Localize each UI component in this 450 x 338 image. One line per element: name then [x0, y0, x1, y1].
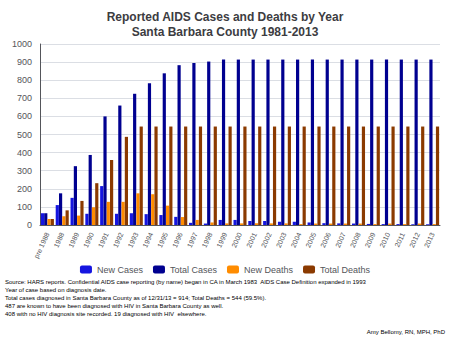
- svg-text:2009: 2009: [364, 231, 377, 248]
- svg-text:1992: 1992: [112, 231, 125, 248]
- svg-text:New Deaths: New Deaths: [244, 265, 294, 275]
- svg-text:400: 400: [17, 148, 32, 158]
- svg-text:2012: 2012: [408, 231, 421, 248]
- svg-text:Year of case based on diagnosi: Year of case based on diagnosis date.: [5, 287, 107, 293]
- svg-text:2004: 2004: [290, 231, 303, 248]
- svg-text:1998: 1998: [201, 231, 214, 248]
- svg-text:2013: 2013: [423, 231, 436, 248]
- svg-text:Total Deaths: Total Deaths: [320, 265, 371, 275]
- svg-text:600: 600: [17, 111, 32, 121]
- svg-text:Total Cases: Total Cases: [170, 265, 218, 275]
- svg-text:1990: 1990: [82, 231, 95, 248]
- svg-text:1999: 1999: [215, 231, 228, 248]
- svg-text:2010: 2010: [378, 231, 391, 248]
- svg-text:500: 500: [17, 130, 32, 140]
- svg-text:700: 700: [17, 93, 32, 103]
- svg-text:1994: 1994: [141, 231, 154, 248]
- svg-text:487 are known to have been dia: 487 are known to have been diagnosed wit…: [5, 303, 223, 309]
- svg-text:Santa Barbara County 1981-2013: Santa Barbara County 1981-2013: [132, 25, 319, 39]
- svg-text:Reported AIDS Cases and Deaths: Reported AIDS Cases and Deaths by Year: [107, 10, 344, 24]
- svg-text:0: 0: [27, 220, 32, 230]
- svg-text:pre 1988: pre 1988: [33, 231, 52, 259]
- svg-text:2005: 2005: [304, 231, 317, 248]
- svg-text:800: 800: [17, 75, 32, 85]
- svg-text:2011: 2011: [393, 231, 406, 248]
- svg-text:1995: 1995: [156, 231, 169, 248]
- svg-text:2001: 2001: [245, 231, 258, 248]
- svg-text:1988: 1988: [52, 231, 65, 248]
- svg-text:2008: 2008: [349, 231, 362, 248]
- svg-text:Source: HARS reports. Confiden: Source: HARS reports. Confidential AIDS …: [5, 279, 367, 285]
- svg-text:2003: 2003: [275, 231, 288, 248]
- svg-text:2000: 2000: [230, 231, 243, 248]
- svg-text:Total cases diagnosed in Santa: Total cases diagnosed in Santa Barbara C…: [5, 295, 266, 301]
- svg-text:300: 300: [17, 166, 32, 176]
- svg-text:2007: 2007: [334, 231, 347, 248]
- svg-text:200: 200: [17, 184, 32, 194]
- svg-text:Amy Bellomy, RN, MPH, PhD: Amy Bellomy, RN, MPH, PhD: [367, 329, 446, 335]
- svg-text:1996: 1996: [171, 231, 184, 248]
- svg-text:1991: 1991: [97, 231, 110, 248]
- svg-text:1989: 1989: [67, 231, 80, 248]
- svg-text:408 with no HIV diagnosis site: 408 with no HIV diagnosis site recorded.…: [5, 311, 207, 317]
- svg-text:2006: 2006: [319, 231, 332, 248]
- svg-text:1997: 1997: [186, 231, 199, 248]
- svg-text:100: 100: [17, 202, 32, 212]
- svg-text:New Cases: New Cases: [97, 265, 144, 275]
- svg-text:1993: 1993: [127, 231, 140, 248]
- svg-text:900: 900: [17, 57, 32, 67]
- svg-text:1000: 1000: [12, 39, 32, 49]
- svg-text:2002: 2002: [260, 231, 273, 248]
